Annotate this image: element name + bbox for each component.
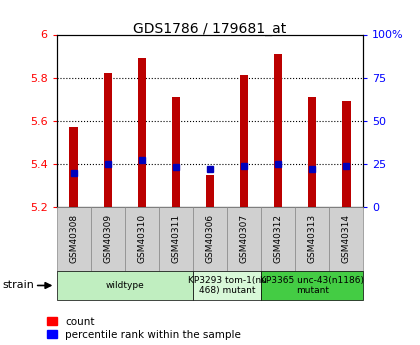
Bar	[159, 207, 193, 271]
Bar	[172, 97, 180, 207]
Bar	[104, 73, 112, 207]
Bar	[206, 175, 214, 207]
Text: GSM40308: GSM40308	[69, 214, 78, 264]
Bar	[329, 207, 363, 271]
Text: GSM40312: GSM40312	[274, 214, 283, 264]
Text: GDS1786 / 179681_at: GDS1786 / 179681_at	[134, 22, 286, 37]
Text: GSM40310: GSM40310	[137, 214, 146, 264]
Bar	[227, 207, 261, 271]
Bar	[261, 207, 295, 271]
Bar	[274, 54, 282, 207]
Bar	[193, 271, 261, 300]
Text: GSM40311: GSM40311	[171, 214, 181, 264]
Text: wildtype: wildtype	[105, 281, 144, 290]
Bar	[342, 101, 351, 207]
Text: GSM40314: GSM40314	[342, 214, 351, 264]
Text: strain: strain	[2, 280, 34, 290]
Bar	[57, 207, 91, 271]
Text: GSM40313: GSM40313	[308, 214, 317, 264]
Text: GSM40307: GSM40307	[239, 214, 249, 264]
Bar	[240, 76, 248, 207]
Bar	[193, 207, 227, 271]
Bar	[57, 271, 193, 300]
Text: GSM40306: GSM40306	[205, 214, 215, 264]
Bar	[308, 97, 316, 207]
Bar	[295, 207, 329, 271]
Bar	[91, 207, 125, 271]
Bar	[125, 207, 159, 271]
Bar	[69, 127, 78, 207]
Text: KP3293 tom-1(nu
468) mutant: KP3293 tom-1(nu 468) mutant	[188, 276, 266, 295]
Legend: count, percentile rank within the sample: count, percentile rank within the sample	[47, 317, 241, 340]
Bar	[138, 58, 146, 207]
Text: GSM40309: GSM40309	[103, 214, 112, 264]
Bar	[261, 271, 363, 300]
Text: KP3365 unc-43(n1186)
mutant: KP3365 unc-43(n1186) mutant	[260, 276, 364, 295]
